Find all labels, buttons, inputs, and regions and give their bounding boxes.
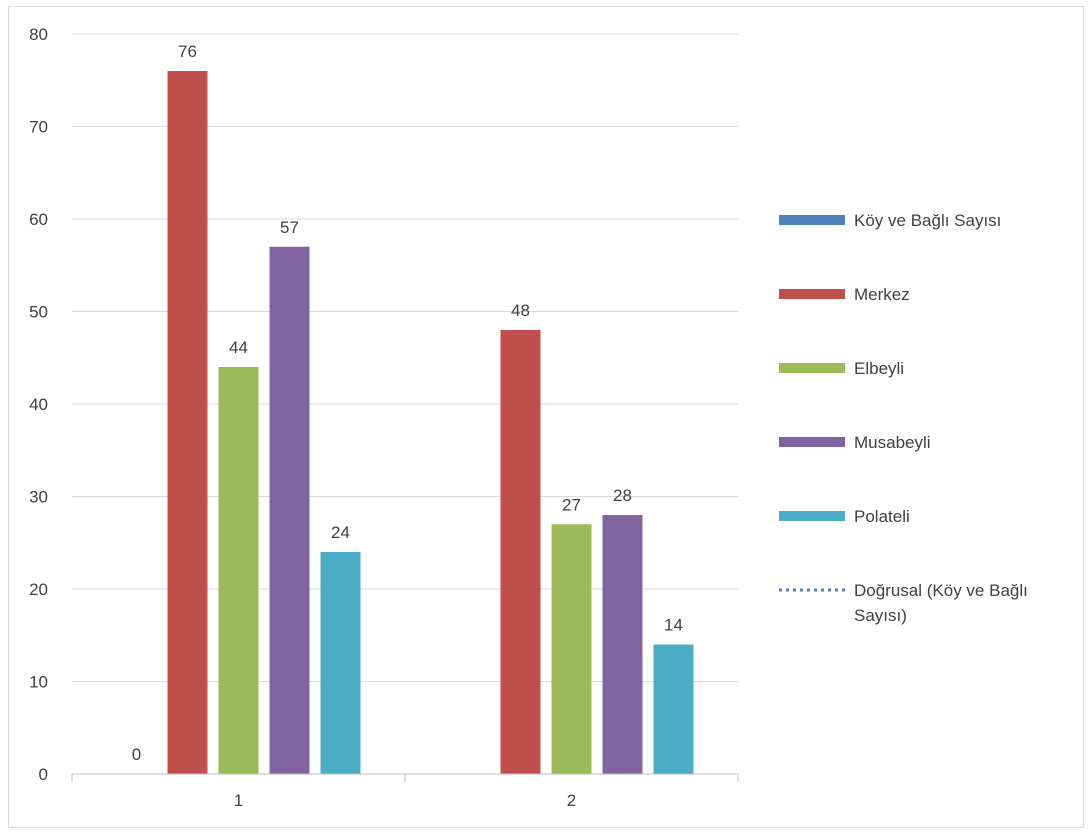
- y-tick-label: 10: [29, 673, 48, 692]
- data-label: 28: [613, 486, 632, 505]
- legend: Köy ve Bağlı Sayısı Merkez Elbeyli Musabeyl…: [779, 211, 1028, 625]
- bar: [602, 515, 643, 774]
- x-tick-label: 2: [567, 791, 576, 810]
- legend-label: Sayısı): [854, 606, 907, 625]
- y-tick-label: 0: [39, 765, 48, 784]
- data-labels: 0 76 44 57 24 48 27 28 14: [132, 42, 683, 764]
- bar: [167, 71, 208, 774]
- y-tick-label: 50: [29, 303, 48, 322]
- bar: [653, 644, 694, 774]
- legend-swatch: [779, 289, 845, 299]
- legend-swatch: [779, 363, 845, 373]
- legend-label: Merkez: [854, 285, 910, 304]
- legend-swatch: [779, 215, 845, 225]
- data-label: 0: [132, 745, 141, 764]
- data-label: 24: [331, 523, 350, 542]
- y-tick-label: 80: [29, 25, 48, 44]
- data-label: 44: [229, 338, 248, 357]
- y-tick-label: 70: [29, 118, 48, 137]
- bar: [320, 552, 361, 774]
- data-label: 57: [280, 218, 299, 237]
- legend-label: Doğrusal (Köy ve Bağlı: [854, 581, 1028, 600]
- legend-label: Polateli: [854, 507, 910, 526]
- data-label: 27: [562, 495, 581, 514]
- bar: [269, 246, 310, 774]
- bars: [167, 71, 694, 774]
- legend-label: Köy ve Bağlı Sayısı: [854, 211, 1001, 230]
- y-tick-label: 30: [29, 488, 48, 507]
- y-tick-label: 40: [29, 395, 48, 414]
- data-label: 48: [511, 301, 530, 320]
- bar: [500, 330, 541, 774]
- data-label: 76: [178, 42, 197, 61]
- bar: [218, 367, 259, 774]
- data-label: 14: [664, 616, 683, 635]
- legend-swatch: [779, 511, 845, 521]
- bar: [551, 524, 592, 774]
- axes: 0 10 20 30 40 50 60 70 80 1 2: [29, 25, 739, 810]
- legend-label: Musabeyli: [854, 433, 931, 452]
- y-tick-label: 60: [29, 210, 48, 229]
- y-tick-label: 20: [29, 580, 48, 599]
- x-tick-label: 1: [234, 791, 243, 810]
- legend-swatch: [779, 437, 845, 447]
- legend-label: Elbeyli: [854, 359, 904, 378]
